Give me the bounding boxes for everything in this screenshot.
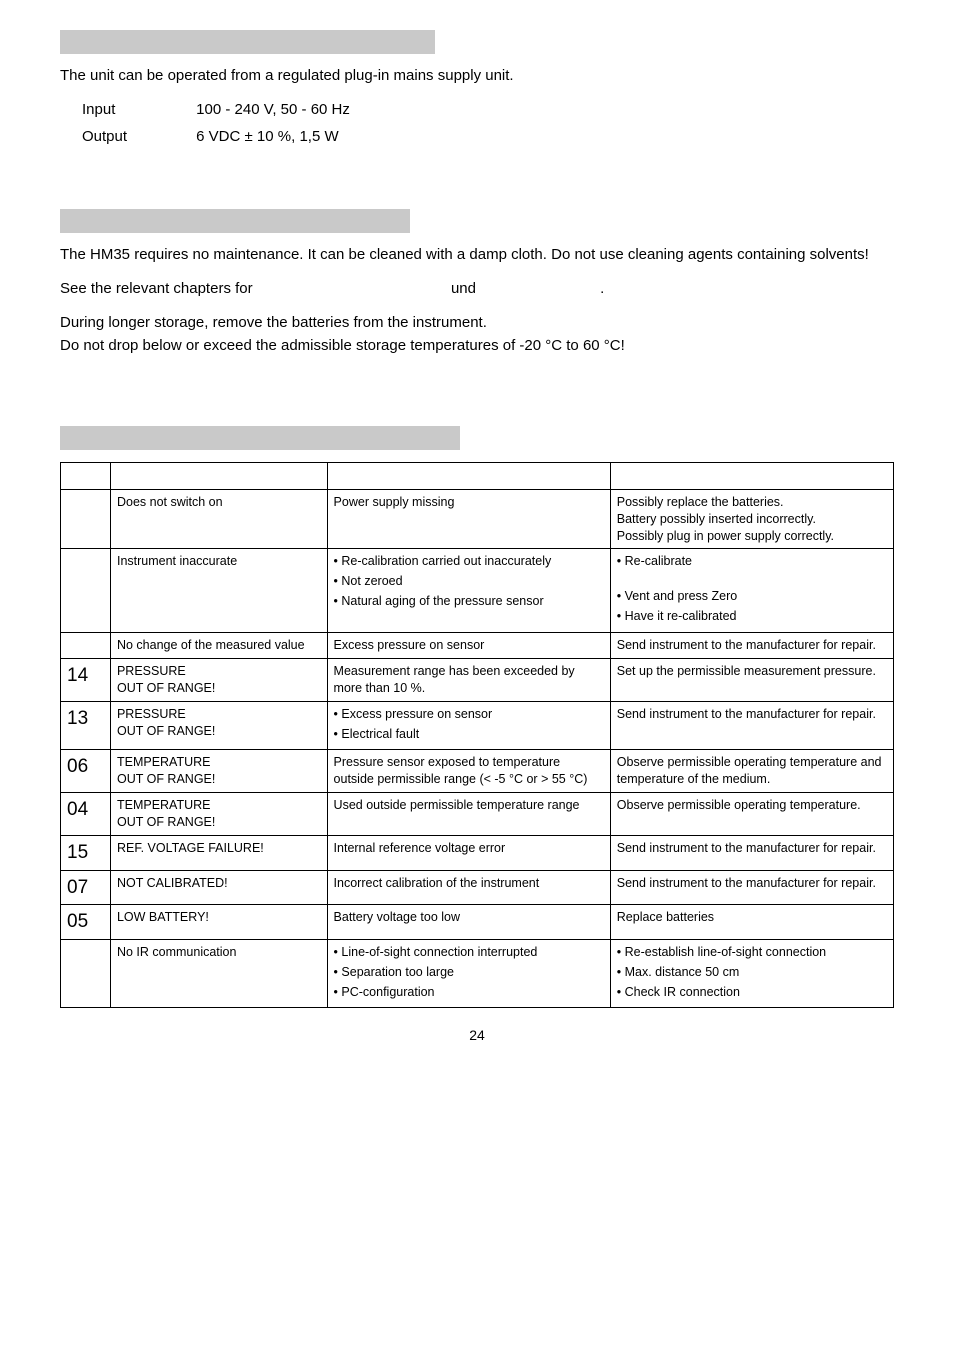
spec-input-label: Input <box>82 100 192 120</box>
table-row: 06 TEMPERATURE OUT OF RANGE! Pressure se… <box>61 750 894 793</box>
section-header-bar <box>60 426 460 450</box>
table-row: No IR communication Line-of-sight connec… <box>61 939 894 1008</box>
table-row: Instrument inaccurate Re-calibration car… <box>61 549 894 633</box>
maint-p1: The HM35 requires no maintenance. It can… <box>60 245 894 265</box>
spec-input-value: 100 - 240 V, 50 - 60 Hz <box>196 101 350 118</box>
section-header-bar <box>60 209 410 233</box>
table-row: Does not switch on Power supply missing … <box>61 489 894 549</box>
spec-output: Output 6 VDC ± 10 %, 1,5 W <box>60 127 894 147</box>
section-header-bar <box>60 30 435 54</box>
spec-output-label: Output <box>82 127 192 147</box>
table-row: 05 LOW BATTERY! Battery voltage too low … <box>61 905 894 940</box>
power-intro: The unit can be operated from a regulate… <box>60 66 894 86</box>
maint-p2: See the relevant chapters for und . <box>60 279 894 299</box>
maint-p3: During longer storage, remove the batter… <box>60 313 894 333</box>
table-row: 04 TEMPERATURE OUT OF RANGE! Used outsid… <box>61 793 894 836</box>
table-row: No change of the measured value Excess p… <box>61 633 894 659</box>
maint-p4: Do not drop below or exceed the admissib… <box>60 336 894 356</box>
spec-input: Input 100 - 240 V, 50 - 60 Hz <box>60 100 894 120</box>
page-number: 24 <box>60 1026 894 1045</box>
table-row: 07 NOT CALIBRATED! Incorrect calibration… <box>61 870 894 905</box>
troubleshooting-table: Does not switch on Power supply missing … <box>60 462 894 1009</box>
table-row: 15 REF. VOLTAGE FAILURE! Internal refere… <box>61 835 894 870</box>
table-row: 13 PRESSURE OUT OF RANGE! Excess pressur… <box>61 701 894 750</box>
spec-output-value: 6 VDC ± 10 %, 1,5 W <box>196 128 338 145</box>
table-row: 14 PRESSURE OUT OF RANGE! Measurement ra… <box>61 658 894 701</box>
table-row <box>61 462 894 489</box>
